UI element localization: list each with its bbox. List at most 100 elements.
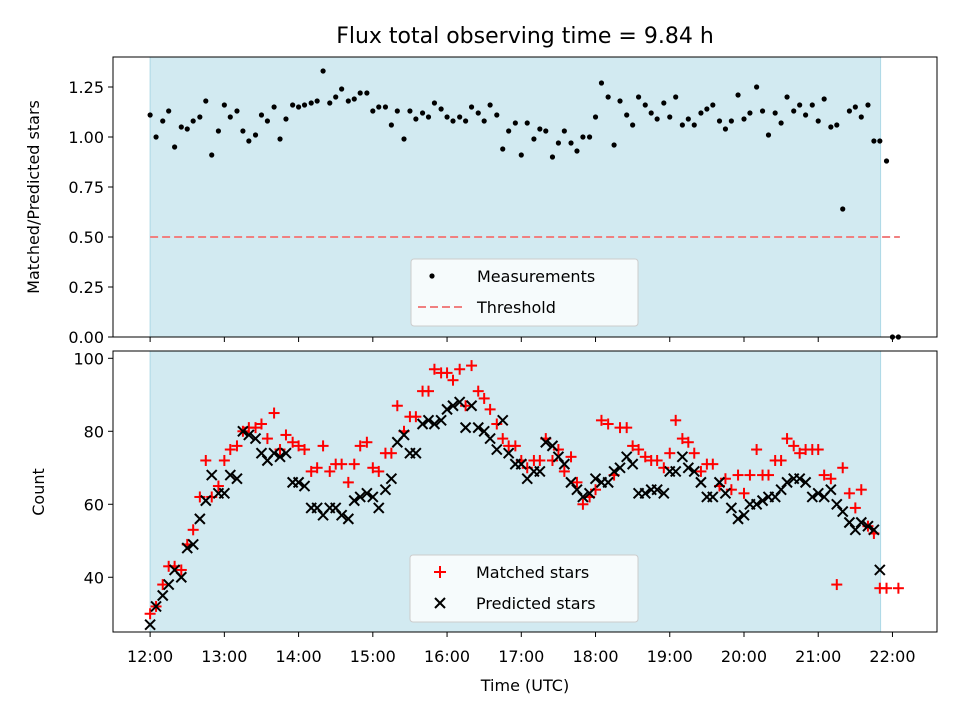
matched-stars-point — [261, 433, 273, 445]
predicted-stars-point — [658, 487, 670, 500]
matched-stars-point — [280, 429, 292, 441]
measurements-point — [846, 108, 853, 114]
measurements-point — [450, 118, 456, 124]
predicted-stars-point — [491, 443, 503, 456]
measurements-point — [314, 98, 320, 104]
measurements-point — [277, 136, 283, 142]
measurements-point — [283, 116, 289, 122]
measurements-point — [741, 116, 747, 122]
matched-stars-point — [602, 418, 614, 430]
measurements-point — [487, 102, 493, 108]
predicted-stars-point — [540, 436, 552, 448]
matched-stars-point — [751, 444, 763, 456]
predicted-stars-point — [206, 469, 218, 481]
measurements-point — [858, 114, 864, 120]
measurements-point — [561, 128, 567, 134]
measurements-point — [364, 90, 370, 96]
x-tick-label: 19:00 — [647, 647, 693, 666]
predicted-stars-point — [837, 505, 849, 518]
y-tick-label: 0.50 — [68, 228, 104, 247]
predicted-stars-point — [292, 476, 305, 489]
measurements-point — [172, 144, 178, 150]
measurements-point — [635, 94, 642, 100]
count-axes: 40 60 80 100 12:00 13:00 14:00 15:00 16:00 17:00 1… — [73, 349, 938, 666]
matched-stars-point — [843, 487, 855, 499]
matched-stars-point — [651, 454, 663, 466]
predicted-stars-point — [367, 491, 379, 503]
predicted-stars-point — [348, 494, 360, 507]
matched-stars-point — [342, 476, 354, 488]
measurements-point — [747, 110, 753, 116]
matched-stars-point — [175, 564, 187, 576]
legend-matched-marker — [434, 566, 446, 578]
matched-stars-point — [305, 465, 317, 477]
matched-stars-point — [354, 440, 366, 452]
measurements-point — [673, 94, 679, 100]
measurements-point — [153, 134, 159, 140]
matched-stars-point — [231, 440, 243, 452]
measurements-point — [865, 102, 871, 108]
predicted-stars-point — [651, 483, 663, 496]
predicted-stars-point — [249, 432, 262, 445]
measurements-point — [258, 112, 265, 118]
measurements-point — [555, 140, 562, 146]
time-x-axis-label: Time (UTC) — [480, 676, 569, 695]
x-tick-label: 18:00 — [572, 647, 618, 666]
measurements-point — [240, 128, 246, 134]
matched-stars-point — [788, 440, 800, 452]
measurements-point — [598, 80, 605, 86]
y-tick-label: 100 — [73, 349, 104, 368]
matched-stars-point — [744, 469, 756, 481]
matched-stars-point — [621, 422, 633, 434]
matched-stars-point — [373, 465, 385, 477]
measurements-point — [797, 102, 803, 108]
predicted-stars-point — [162, 578, 175, 591]
measurements-point — [308, 100, 314, 106]
legend-measurements-marker — [429, 273, 435, 279]
predicted-stars-point — [695, 476, 707, 489]
legend-matched-label: Matched stars — [476, 563, 589, 582]
measurements-point — [543, 128, 549, 134]
count-marks — [144, 360, 904, 631]
matched-stars-point — [639, 451, 651, 463]
measurements-point — [419, 110, 426, 116]
matched-stars-point — [558, 465, 570, 477]
matched-stars-point — [892, 582, 904, 594]
matched-stars-point — [812, 444, 824, 456]
x-tick-label: 15:00 — [350, 647, 396, 666]
predicted-stars-point — [422, 414, 435, 427]
predicted-stars-point — [669, 465, 682, 478]
predicted-stars-point — [342, 513, 355, 525]
measurements-point — [376, 104, 382, 110]
matched-stars-point — [317, 440, 329, 452]
matched-stars-point — [831, 579, 843, 591]
measurements-point — [413, 116, 419, 122]
measurements-point — [648, 110, 654, 116]
predicted-stars-point — [713, 476, 726, 489]
measurements-point — [722, 126, 729, 132]
matched-stars-point — [466, 360, 478, 372]
predicted-stars-point — [181, 542, 193, 554]
predicted-stars-point — [428, 418, 441, 430]
measurements-point — [803, 112, 809, 118]
measurements-point — [667, 114, 673, 120]
measurements-point — [524, 120, 530, 126]
matched-stars-point — [218, 454, 230, 466]
measurements-point — [209, 152, 215, 158]
predicted-stars-point — [793, 473, 806, 485]
ratio-axes: 0.00 0.25 0.50 0.75 1.00 1.25 — [68, 56, 938, 347]
measurements-point — [630, 122, 636, 128]
predicted-stars-point — [218, 487, 231, 500]
measurements-point — [852, 104, 858, 110]
measurements-point — [184, 126, 190, 132]
x-tick-label: 21:00 — [795, 647, 841, 666]
predicted-stars-point — [602, 476, 614, 489]
matched-stars-point — [633, 444, 645, 456]
predicted-stars-point — [373, 502, 385, 514]
measurements-point — [301, 102, 308, 108]
predicted-stars-point — [497, 414, 509, 427]
predicted-stars-point — [719, 487, 732, 500]
predicted-stars-point — [237, 425, 249, 437]
matched-stars-point — [534, 454, 546, 466]
